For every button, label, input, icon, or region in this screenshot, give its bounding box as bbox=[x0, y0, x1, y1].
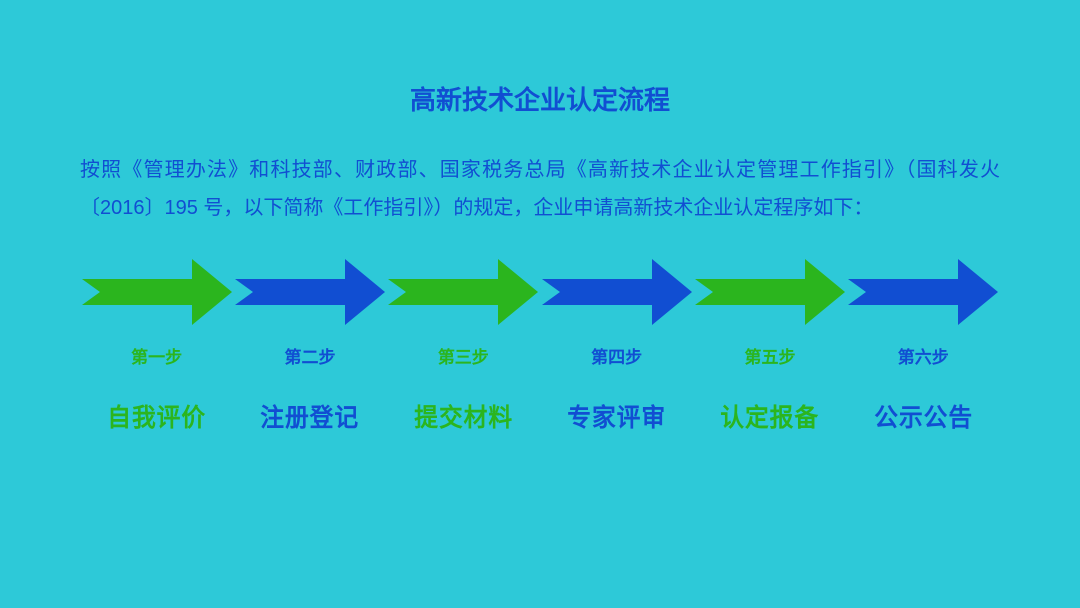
step-number: 第一步 bbox=[80, 339, 233, 398]
step-label: 提交材料 bbox=[390, 398, 536, 434]
arrow-icon bbox=[235, 259, 385, 325]
arrow-icon bbox=[542, 259, 692, 325]
step-label: 自我评价 bbox=[84, 398, 230, 434]
process-arrow bbox=[540, 259, 693, 325]
step-label: 公示公告 bbox=[850, 398, 996, 434]
process-arrow bbox=[693, 259, 846, 325]
process-arrow bbox=[847, 259, 1000, 325]
arrow-icon bbox=[848, 259, 998, 325]
step-number: 第四步 bbox=[540, 339, 693, 398]
step-number: 第六步 bbox=[847, 339, 1000, 398]
page-title: 高新技术企业认定流程 bbox=[80, 80, 1000, 117]
process-arrow bbox=[233, 259, 386, 325]
infographic-canvas: 高新技术企业认定流程 按照《管理办法》和科技部、财政部、国家税务总局《高新技术企… bbox=[0, 0, 1080, 608]
arrow-row bbox=[80, 259, 1000, 325]
arrow-icon bbox=[82, 259, 232, 325]
step-number: 第二步 bbox=[233, 339, 386, 398]
step-label-row: 自我评价注册登记提交材料专家评审认定报备公示公告 bbox=[80, 398, 1000, 434]
arrow-icon bbox=[388, 259, 538, 325]
process-arrow bbox=[80, 259, 233, 325]
step-number-row: 第一步第二步第三步第四步第五步第六步 bbox=[80, 339, 1000, 398]
step-label: 专家评审 bbox=[544, 398, 690, 434]
description-paragraph: 按照《管理办法》和科技部、财政部、国家税务总局《高新技术企业认定管理工作指引》（… bbox=[80, 151, 1000, 227]
process-arrow bbox=[387, 259, 540, 325]
arrow-icon bbox=[695, 259, 845, 325]
step-label: 注册登记 bbox=[237, 398, 383, 434]
step-number: 第三步 bbox=[387, 339, 540, 398]
step-label: 认定报备 bbox=[697, 398, 843, 434]
step-number: 第五步 bbox=[693, 339, 846, 398]
